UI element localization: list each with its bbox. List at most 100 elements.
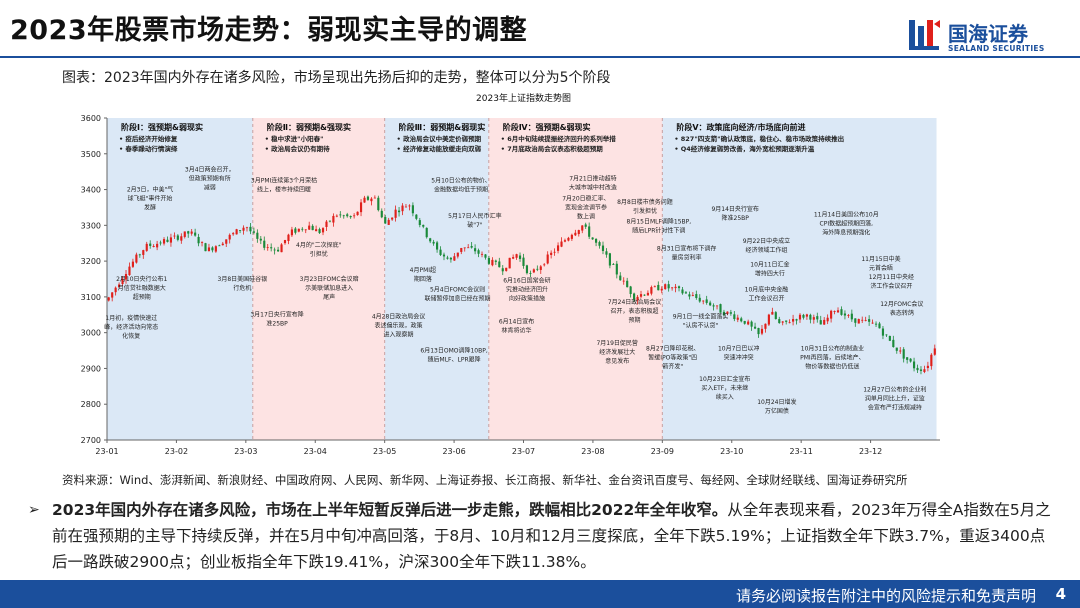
candle-body bbox=[667, 284, 670, 289]
annotation-text: 9月14日央行宣布 bbox=[711, 205, 758, 213]
candle-body bbox=[270, 247, 273, 249]
candle-body bbox=[484, 254, 487, 258]
annotation-text: 元首会晤 bbox=[869, 264, 893, 272]
annotation-text: 但政策预期有所 bbox=[189, 175, 231, 183]
candle-body bbox=[740, 318, 743, 322]
annotation-text: 7月24日政治局会议 bbox=[608, 298, 661, 306]
source-note: 资料来源：Wind、澎湃新闻、新浪财经、中国政府网、人民网、新华网、上海证券报、… bbox=[62, 473, 908, 487]
annotation-text: 随后LPR针对性下调 bbox=[632, 227, 685, 235]
x-tick-label: 23-07 bbox=[512, 447, 535, 456]
annotation-text: 发酵 bbox=[144, 203, 156, 211]
annotation-text: "认房不认贷" bbox=[683, 321, 719, 329]
x-tick-label: 23-04 bbox=[304, 447, 327, 456]
y-tick-label: 2800 bbox=[81, 400, 101, 409]
annotation-text: 4月PMI超 bbox=[410, 266, 436, 274]
candle-body bbox=[387, 219, 390, 225]
candle-body bbox=[785, 320, 788, 322]
x-tick-label: 23-12 bbox=[859, 447, 882, 456]
candle-body bbox=[518, 255, 522, 259]
y-tick-label: 3000 bbox=[81, 329, 101, 338]
candle-body bbox=[460, 248, 463, 252]
annotation-text: 究推动经济回升 bbox=[506, 286, 548, 294]
title-divider bbox=[0, 56, 1080, 58]
y-tick-label: 2700 bbox=[81, 436, 101, 445]
candle-body bbox=[864, 320, 867, 321]
logo-text-en: SEALAND SECURITIES bbox=[948, 44, 1045, 53]
candle-body bbox=[252, 231, 255, 233]
annotation-text: 5月17日人民币汇率 bbox=[448, 212, 501, 220]
phase-note: • 政治局会议中美定价弱预期 bbox=[397, 134, 482, 143]
candle-body bbox=[487, 258, 491, 264]
y-tick-label: 2900 bbox=[81, 364, 101, 373]
annotation-text: 会宣布严打违规减持 bbox=[868, 404, 922, 412]
candle-body bbox=[197, 236, 200, 244]
candle-body bbox=[826, 317, 829, 322]
candle-body bbox=[588, 226, 591, 237]
candle-body bbox=[156, 243, 159, 248]
annotation-text: 10月底中央金融 bbox=[745, 286, 789, 294]
candle-body bbox=[353, 215, 356, 217]
candle-body bbox=[916, 367, 919, 371]
candle-body bbox=[263, 240, 266, 248]
candle-body bbox=[556, 245, 560, 251]
phase-label: 阶段Ⅴ：政策底向经济/市场底向前进 bbox=[676, 122, 805, 132]
annotation-text: 9月22日中央成立 bbox=[743, 237, 790, 245]
candle-body bbox=[280, 244, 283, 253]
candle-body bbox=[380, 210, 383, 218]
phase-note: • 经济修复动能放缓走向双弱 bbox=[397, 144, 482, 153]
sealand-logo-icon bbox=[909, 20, 940, 50]
annotation-text: 2月3日，中美"气 bbox=[127, 185, 173, 193]
annotation-text: 10月23日汇金宣布 bbox=[699, 375, 750, 383]
annotation-text: 5月4日FOMC会议则 bbox=[430, 286, 485, 294]
annotation-text: 随后MLF、LPR跟降 bbox=[428, 355, 481, 363]
candle-body bbox=[259, 238, 262, 241]
candle-body bbox=[200, 242, 204, 244]
annotation-text: 月信贷社融数据大 bbox=[118, 284, 166, 292]
phase-note: • Q4经济修复弱势改善，海外宽松预期逐渐升温 bbox=[674, 144, 814, 153]
candle-body bbox=[346, 214, 349, 217]
annotation-text: 暂缓IPO等政策"四 bbox=[648, 354, 697, 362]
candle-body bbox=[705, 299, 708, 303]
candle-body bbox=[173, 235, 176, 237]
candle-body bbox=[899, 350, 902, 352]
y-tick-label: 3200 bbox=[81, 257, 101, 266]
candle-body bbox=[467, 247, 470, 249]
y-tick-label: 3400 bbox=[81, 186, 101, 195]
candle-body bbox=[788, 322, 791, 324]
candle-body bbox=[408, 205, 411, 207]
candle-body bbox=[273, 249, 276, 251]
candle-body bbox=[162, 239, 166, 244]
annotation-text: 宽现金流调节参 bbox=[565, 203, 607, 211]
x-tick-label: 23-01 bbox=[95, 447, 118, 456]
candle-body bbox=[760, 328, 764, 334]
annotation-text: 破"7" bbox=[467, 221, 483, 229]
annotation-text: 5月10日公布的物价、 bbox=[431, 176, 490, 184]
candle-body bbox=[684, 292, 688, 294]
summary-bold: 2023年国内外存在诸多风险，市场在上半年短暂反弹后进一步走熊，跌幅相比2022… bbox=[52, 501, 728, 519]
annotation-text: 海外降息预期强化 bbox=[822, 228, 870, 236]
candle-body bbox=[446, 257, 449, 259]
annotation-text: 8月31日宣布将下调存 bbox=[657, 244, 716, 252]
candle-body bbox=[677, 286, 681, 289]
candle-body bbox=[349, 216, 352, 218]
y-tick-label: 3500 bbox=[81, 150, 101, 159]
candle-body bbox=[895, 347, 898, 351]
page-number: 4 bbox=[1055, 585, 1066, 603]
candle-body bbox=[214, 246, 217, 252]
candle-body bbox=[581, 225, 584, 231]
x-tick-label: 23-09 bbox=[651, 447, 674, 456]
candle-body bbox=[881, 328, 885, 336]
annotation-text: 2月10日央行公布1 bbox=[116, 275, 167, 283]
candle-body bbox=[767, 314, 770, 325]
annotation-text: 9月1日一线全面落实 bbox=[673, 312, 729, 320]
annotation-text: 数上调 bbox=[577, 212, 595, 220]
annotation-text: 准25BP bbox=[266, 320, 288, 328]
annotation-text: 10月24日增发 bbox=[757, 398, 796, 406]
candle-body bbox=[598, 242, 601, 246]
candle-body bbox=[753, 326, 757, 329]
phase-note: • 疫后经济开始修复 bbox=[119, 134, 178, 143]
phase-note: • 827"四支箭"确认政策底，稳住心、稳市场政策持续推出 bbox=[674, 134, 844, 143]
annotation-text: 召开，表态积极超 bbox=[611, 307, 659, 315]
y-tick-label: 3600 bbox=[81, 114, 101, 123]
candle-body bbox=[418, 220, 421, 225]
